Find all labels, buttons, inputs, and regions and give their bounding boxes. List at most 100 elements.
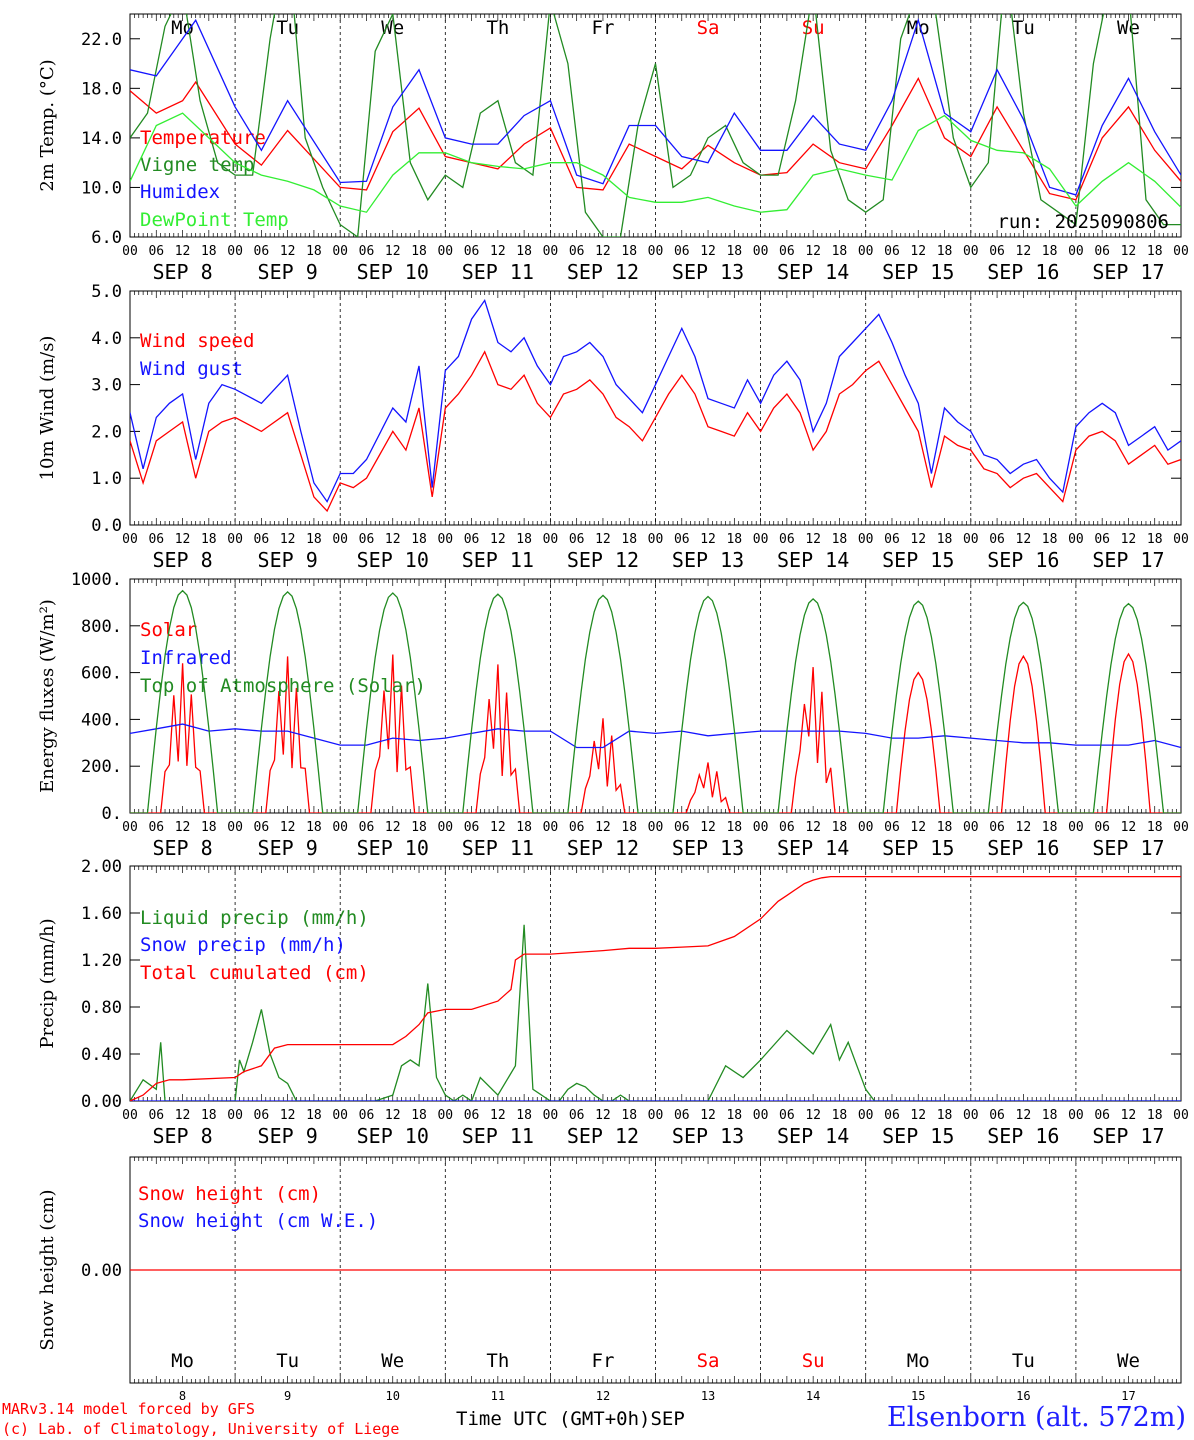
hour-tick-label: 18 <box>411 244 427 259</box>
hour-tick-label: 06 <box>989 244 1005 259</box>
date-label: SEP 17 <box>1092 260 1164 284</box>
y-tick-label: 18.0 <box>81 79 122 99</box>
hour-tick-label: 12 <box>805 820 821 835</box>
y-tick-label: 22.0 <box>81 30 122 50</box>
y-tick-label: 1000. <box>71 570 122 590</box>
hour-tick-label: 06 <box>254 1108 270 1123</box>
weekday-label: Th <box>486 1350 509 1372</box>
hour-tick-label: 18 <box>201 244 217 259</box>
date-label: SEP 15 <box>882 836 954 860</box>
hour-tick-label: 06 <box>569 1108 585 1123</box>
hour-tick-label: 00 <box>543 1108 559 1123</box>
hour-tick-label: 12 <box>805 244 821 259</box>
date-label: SEP 10 <box>357 1124 429 1148</box>
hour-tick-label: 06 <box>359 820 375 835</box>
hour-tick-label: 12 <box>1121 532 1137 547</box>
hour-tick-label: 06 <box>359 244 375 259</box>
day-number-label: 11 <box>491 1389 505 1403</box>
day-number-label: 10 <box>386 1389 400 1403</box>
hour-tick-label: 18 <box>937 244 953 259</box>
day-number-label: 16 <box>1016 1389 1030 1403</box>
hour-tick-label: 18 <box>621 820 637 835</box>
date-label: SEP 12 <box>567 836 639 860</box>
date-label: SEP 10 <box>357 836 429 860</box>
date-label: SEP 9 <box>258 1124 318 1148</box>
hour-tick-label: 12 <box>910 820 926 835</box>
legend-entry: Wind speed <box>140 330 254 352</box>
hour-tick-label: 00 <box>963 244 979 259</box>
hour-tick-label: 00 <box>858 532 874 547</box>
model-credit: MARv3.14 model forced by GFS <box>2 1400 255 1418</box>
date-label: SEP 15 <box>882 548 954 572</box>
series-line-top-of-atmosphere-solar <box>130 589 1181 813</box>
legend-entry: Wind gust <box>140 358 243 380</box>
weekday-label: Su <box>802 1350 825 1372</box>
y-tick-label: 0.00 <box>81 1261 122 1281</box>
hour-tick-label: 00 <box>648 532 664 547</box>
hour-tick-label: 18 <box>937 532 953 547</box>
series-line-vigne-temp <box>130 14 1181 237</box>
hour-tick-label: 18 <box>621 1108 637 1123</box>
hour-tick-label: 06 <box>884 820 900 835</box>
y-tick-label: 400. <box>81 710 122 730</box>
y-tick-label: 0.40 <box>81 1045 122 1065</box>
hour-tick-label: 00 <box>753 244 769 259</box>
date-label: SEP 17 <box>1092 548 1164 572</box>
hour-tick-label: 12 <box>595 1108 611 1123</box>
y-axis-label: 10m Wind (m/s) <box>37 336 58 481</box>
weekday-label: We <box>381 17 404 39</box>
weekday-label: Sa <box>697 17 720 39</box>
hour-tick-label: 18 <box>516 532 532 547</box>
hour-tick-label: 00 <box>858 244 874 259</box>
y-tick-label: 1.20 <box>81 951 122 971</box>
hour-tick-label: 18 <box>1042 532 1058 547</box>
hour-tick-label: 18 <box>516 244 532 259</box>
day-number-label: 17 <box>1121 1389 1135 1403</box>
hour-tick-label: 06 <box>1094 244 1110 259</box>
hour-tick-label: 18 <box>411 532 427 547</box>
hour-tick-label: 06 <box>1094 532 1110 547</box>
hour-tick-label: 00 <box>1173 244 1189 259</box>
hour-tick-label: 00 <box>963 820 979 835</box>
date-label: SEP 9 <box>258 260 318 284</box>
hour-tick-label: 18 <box>1147 244 1163 259</box>
hour-tick-label: 00 <box>122 820 138 835</box>
weekday-label: Th <box>486 17 509 39</box>
hour-tick-label: 18 <box>1042 1108 1058 1123</box>
time-axis-month: SEP <box>650 1408 685 1430</box>
hour-tick-label: 06 <box>884 532 900 547</box>
weekday-label: Fr <box>592 1350 615 1372</box>
date-label: SEP 8 <box>152 260 212 284</box>
series-line-solar <box>130 652 1181 813</box>
series-line-total-cumulated-cm <box>130 875 1181 1101</box>
hour-tick-label: 06 <box>779 532 795 547</box>
y-tick-label: 200. <box>81 757 122 777</box>
hour-tick-label: 06 <box>674 820 690 835</box>
hour-tick-label: 18 <box>201 1108 217 1123</box>
hour-tick-label: 12 <box>910 1108 926 1123</box>
hour-tick-label: 12 <box>910 244 926 259</box>
date-label: SEP 17 <box>1092 1124 1164 1148</box>
y-tick-label: 10.0 <box>81 178 122 198</box>
hour-tick-label: 18 <box>1147 1108 1163 1123</box>
hour-tick-label: 12 <box>700 532 716 547</box>
hour-tick-label: 00 <box>1068 532 1084 547</box>
date-label: SEP 12 <box>567 1124 639 1148</box>
hour-tick-label: 06 <box>359 1108 375 1123</box>
hour-tick-label: 12 <box>700 1108 716 1123</box>
hour-tick-label: 18 <box>411 820 427 835</box>
hour-tick-label: 12 <box>385 820 401 835</box>
y-tick-label: 14.0 <box>81 129 122 149</box>
hour-tick-label: 00 <box>437 244 453 259</box>
hour-tick-label: 18 <box>832 820 848 835</box>
station-name: Elsenborn (alt. 572m) <box>887 1402 1186 1433</box>
hour-tick-label: 00 <box>1173 1108 1189 1123</box>
hour-tick-label: 18 <box>306 532 322 547</box>
lab-credit: (c) Lab. of Climatology, University of L… <box>2 1420 400 1438</box>
hour-tick-label: 18 <box>306 1108 322 1123</box>
hour-tick-label: 12 <box>910 532 926 547</box>
hour-tick-label: 00 <box>753 532 769 547</box>
panel-5: 0.00 Snow height (cm) Mo Tu We Th Fr Sa Su Mo Tu We… <box>37 1156 1182 1403</box>
hour-tick-label: 12 <box>805 532 821 547</box>
date-label: SEP 11 <box>462 548 534 572</box>
